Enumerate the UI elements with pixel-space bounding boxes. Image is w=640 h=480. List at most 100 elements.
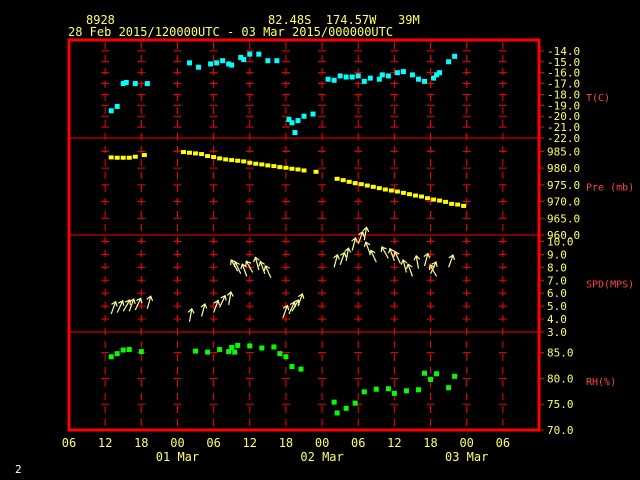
page-number: 2 [15,463,22,476]
wind-arrow-head [428,264,435,271]
wind-arrow [380,246,389,259]
wind-arrow [400,258,408,273]
wind-arrow-shaft [245,260,254,273]
temperature-point [292,130,298,136]
pressure-point [180,150,186,155]
humidity-point [138,349,144,355]
wind-arrow-shaft [381,246,389,259]
wind-arrow-shaft [370,250,377,263]
temperature-point [289,120,295,126]
pressure-point [223,157,229,162]
humidity-point [391,390,397,396]
y-tick-label: -18.0 [547,88,580,101]
pressure-point [132,154,138,159]
humidity-point [415,387,421,393]
wind-arrow-head [258,260,265,267]
wind-arrow [245,260,254,273]
y-tick-label: 85.0 [547,347,574,360]
y-tick-label: 975.0 [547,179,580,192]
wind-arrow-head [226,291,234,297]
y-tick-label: -15.0 [547,56,580,69]
pressure-point [455,202,461,207]
humidity-point [373,386,379,392]
temperature-point [409,72,415,78]
y-tick-label: 965.0 [547,212,580,225]
y-tick-label: 960.0 [547,229,580,242]
temperature-point [437,70,443,76]
temperature-point [120,81,126,87]
wind-arrow [362,226,370,241]
humidity-point [428,376,434,382]
pressure-point [382,187,388,192]
wind-arrow-shaft [122,299,131,312]
pressure-point [400,190,406,195]
x-tick-label: 06 [62,436,76,450]
humidity-point [422,370,428,376]
temperature-point [196,64,202,70]
temperature-point [422,78,428,84]
pressure-point [205,154,211,159]
wind-arrow [122,299,131,312]
pressure-point [277,165,283,170]
y-tick-label: -17.0 [547,78,580,91]
temperature-point [434,72,440,78]
x-tick-label: 18 [279,436,293,450]
wind-arrow-head [344,247,352,253]
y-tick-label: -19.0 [547,99,580,112]
wind-arrow-head [393,250,400,257]
x-tick-label: 12 [98,436,112,450]
pressure-point [217,156,223,161]
pressure-point [431,197,437,202]
temperature-point [361,78,367,84]
temperature-point [331,77,337,83]
wind-arrow-shaft [116,300,124,313]
temperature-point [214,60,220,66]
wind-arrow [423,252,431,267]
pressure-point [425,196,431,201]
temperature-point [208,61,214,67]
humidity-point [352,400,358,406]
pressure-point [388,188,394,193]
temperature-point [241,57,247,63]
wind-arrow [448,254,456,268]
wind-arrow [363,241,371,255]
wind-arrow-head [400,258,408,265]
humidity-point [331,399,337,405]
temperature-point [220,58,226,64]
pressure-point [114,155,120,160]
y-tick-label: 3.0 [547,326,567,339]
pressure-point [187,150,193,155]
wind-arrow-head [146,295,154,302]
wind-arrow-head [351,236,358,243]
wind-arrow-shaft [423,253,429,267]
pressure-point [229,158,235,163]
x-tick-label: 00 [170,436,184,450]
wind-arrow [429,261,438,275]
humidity-point [403,388,409,394]
wind-arrow [146,295,154,309]
humidity-point [229,344,235,350]
station-id: 8928 [86,13,115,27]
y-tick-label: 6.0 [547,287,567,300]
pressure-point [313,169,319,174]
temperature-point [229,62,235,68]
x-tick-label: 00 [459,436,473,450]
humidity-point [205,349,211,355]
wind-arrow-head [263,264,271,271]
wind-arrow [333,253,340,268]
wind-arrow-shaft [234,261,242,275]
wind-arrow [369,249,377,263]
panel-label-spd: SPD(MPS) [586,280,634,291]
temperature-point [108,108,114,114]
wind-arrow-shaft [345,247,350,261]
wind-arrow-head [333,253,340,260]
wind-arrow [213,299,221,313]
wind-arrow-shaft [351,237,357,251]
temperature-point [325,76,331,82]
wind-arrow-shaft [110,301,117,315]
wind-arrow-shaft [288,301,295,315]
wind-arrow [253,256,260,271]
temperature-point [431,75,437,81]
wind-arrow [233,261,242,275]
wind-arrow-shaft [333,254,339,268]
